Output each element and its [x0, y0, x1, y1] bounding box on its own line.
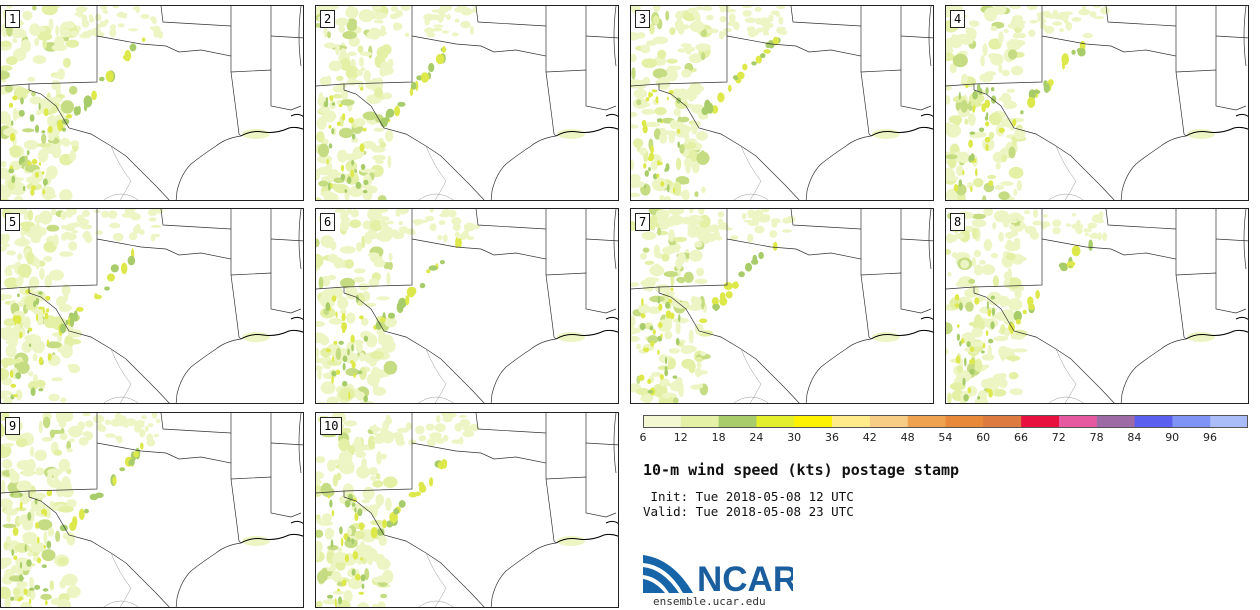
color-bar-tick-label: 48 — [900, 431, 915, 444]
color-bar-tick-label: 6 — [639, 431, 647, 444]
color-bar-tick-label: 30 — [787, 431, 802, 444]
init-time: Init: Tue 2018-05-08 12 UTC — [643, 489, 854, 504]
color-bar-segment — [643, 415, 682, 428]
color-bar-border — [643, 415, 1248, 428]
color-bar-segment — [832, 415, 871, 428]
color-bar-segment — [1021, 415, 1060, 428]
color-bar-segment — [907, 415, 946, 428]
ensemble-member-panel: 2 — [315, 5, 619, 201]
color-bar-tick-label: 72 — [1051, 431, 1066, 444]
color-bar-segment — [869, 415, 908, 428]
ensemble-member-panel: 7 — [630, 208, 934, 404]
color-bar-tick-label: 42 — [862, 431, 877, 444]
color-bar-tick-label: 84 — [1127, 431, 1142, 444]
member-number-label: 2 — [320, 10, 336, 28]
color-bar-tick-label: 66 — [1014, 431, 1028, 444]
color-bar-tick-label: 24 — [749, 431, 764, 444]
color-bar-tick-label: 78 — [1089, 431, 1104, 444]
ensemble-member-panel: 6 — [315, 208, 619, 404]
member-number-label: 10 — [320, 417, 343, 435]
color-bar-segment — [1210, 415, 1248, 428]
color-bar-tick-label: 12 — [673, 431, 688, 444]
color-bar-tick-label: 60 — [976, 431, 991, 444]
color-bar-tick-label: 54 — [938, 431, 953, 444]
logo-url: ensemble.ucar.edu — [653, 595, 766, 608]
color-bar-segment — [756, 415, 795, 428]
member-number-label: 6 — [320, 213, 336, 231]
color-bar-segment — [1058, 415, 1098, 428]
valid-time: Valid: Tue 2018-05-08 23 UTC — [643, 504, 854, 519]
member-number-label: 8 — [950, 213, 966, 231]
ensemble-member-panel: 1 — [0, 5, 304, 201]
ensemble-member-panel: 10 — [315, 412, 619, 608]
member-number-label: 4 — [950, 10, 966, 28]
color-bar — [643, 415, 1248, 428]
color-bar-tick-label: 96 — [1203, 431, 1217, 444]
ensemble-member-panel: 8 — [945, 208, 1249, 404]
plot-title: 10-m wind speed (kts) postage stamp — [643, 461, 960, 479]
color-bar-tick-label: 36 — [825, 431, 839, 444]
color-bar-segment — [794, 415, 833, 428]
color-bar-segment — [1134, 415, 1173, 428]
color-bar-tick-label: 90 — [1165, 431, 1180, 444]
member-number-label: 3 — [635, 10, 651, 28]
ensemble-member-panel: 3 — [630, 5, 934, 201]
ensemble-member-panel: 9 — [0, 412, 304, 608]
member-number-label: 1 — [5, 10, 21, 28]
color-bar-segment — [1172, 415, 1211, 428]
member-number-label: 7 — [635, 213, 651, 231]
color-bar-ticks: 6 12 18 24 30 36 42 48 54 60 66 72 78 84 90 96 — [639, 431, 1248, 447]
color-bar-segment — [718, 415, 757, 428]
color-bar-segment — [945, 415, 984, 428]
color-bar-segment — [680, 415, 719, 428]
color-bar-segment — [1096, 415, 1135, 428]
member-number-label: 9 — [5, 417, 21, 435]
ensemble-member-panel: 5 — [0, 208, 304, 404]
ensemble-member-panel: 4 — [945, 5, 1249, 201]
member-number-label: 5 — [5, 213, 21, 231]
ncar-logo: NCAR — [643, 555, 793, 595]
color-bar-tick-label: 18 — [711, 431, 726, 444]
logo-text: NCAR — [697, 560, 793, 595]
color-bar-segment — [983, 415, 1022, 428]
